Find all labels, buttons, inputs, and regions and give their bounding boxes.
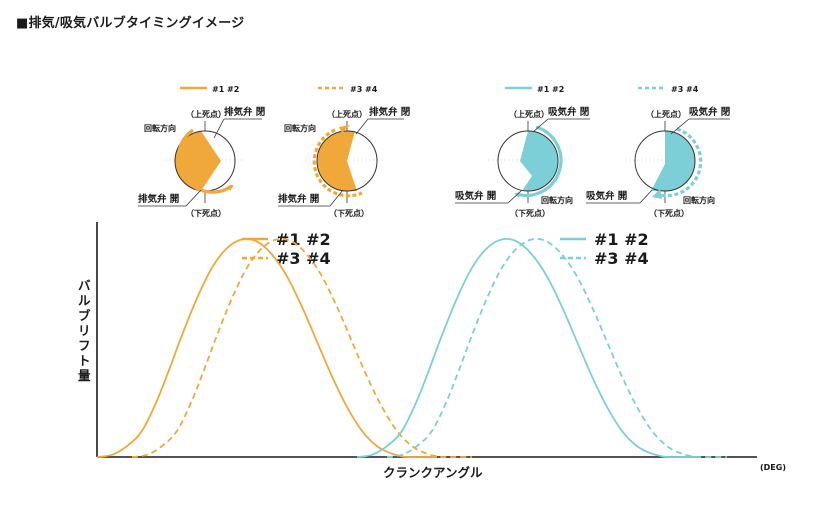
x-axis-label: クランクアングル <box>383 465 483 480</box>
chart-legend-label: #3 #4 <box>276 249 331 268</box>
leader-line <box>532 118 549 133</box>
valve-diagram-exhaust-34: #3 #4 （上死点） 排気弁 閉 回転方向 排気弁 開 （下死点） <box>278 85 410 218</box>
x-axis-unit: (DEG) <box>760 463 786 472</box>
lift-curves <box>96 238 727 459</box>
intake-open-label: 吸気弁 開 <box>586 190 627 202</box>
exhaust-close-label: 排気弁 閉 <box>369 106 410 118</box>
bdc-label: （下死点） <box>329 208 369 218</box>
exhaust-close-label: 排気弁 閉 <box>224 106 265 118</box>
y-axis-label: バルブリフト量 <box>78 278 91 383</box>
tdc-label: （上死点） <box>509 109 549 119</box>
rotation-arrow <box>655 127 703 198</box>
intake-sector <box>520 131 558 191</box>
legend-label: #1 #2 <box>537 85 564 94</box>
bdc-label: （下死点） <box>649 208 689 218</box>
leader-line <box>507 189 523 204</box>
rotation-arrowhead <box>339 125 350 133</box>
legend-label: #3 #4 <box>671 85 699 94</box>
chart-legend-label: #1 #2 <box>594 230 649 249</box>
lift-curve-exhaust-34 <box>131 238 472 459</box>
lift-curve-intake-12 <box>356 238 697 459</box>
exhaust-open-label: 排気弁 開 <box>138 193 179 205</box>
tdc-label: （上死点） <box>327 109 367 119</box>
tdc-label: （上死点） <box>646 109 686 119</box>
bdc-label: （下死点） <box>186 208 226 218</box>
lift-curve-exhaust-12 <box>96 238 437 459</box>
intake-open-label: 吸気弁 開 <box>455 190 496 202</box>
rotation-arrowhead <box>652 189 662 199</box>
rotation-arrow <box>176 128 234 194</box>
tdc-label: （上死点） <box>186 109 226 119</box>
rotation-label: 回転方向 <box>683 195 715 205</box>
leader-line <box>670 118 690 135</box>
bdc-label: （下死点） <box>510 208 550 218</box>
exhaust-open-label: 排気弁 開 <box>278 193 319 205</box>
legend-label: #1 #2 <box>212 85 239 94</box>
valve-diagram-intake-12: #1 #2 （上死点） 吸気弁 閉 吸気弁 開 回転方向 （下死点） <box>455 85 590 218</box>
intake-close-label: 吸気弁 閉 <box>689 106 730 118</box>
leader-line <box>185 189 202 207</box>
exhaust-sector <box>317 131 357 191</box>
page-title: ■排気/吸気バルブタイミングイメージ <box>16 16 245 31</box>
rotation-arrow <box>514 125 563 199</box>
rotation-label: 回転方向 <box>144 123 176 133</box>
intake-sector <box>651 131 695 191</box>
leader-line <box>213 118 225 139</box>
intake-close-label: 吸気弁 閉 <box>548 106 589 118</box>
rotation-label: 回転方向 <box>284 123 316 133</box>
exhaust-sector <box>175 131 221 191</box>
valve-diagram-exhaust-12: #1 #2 （上死点） 排気弁 閉 回転方向 排気弁 開 （下死点） <box>138 85 265 218</box>
valve-diagram-intake-34: #3 #4 （上死点） 吸気弁 閉 吸気弁 開 回転方向 （下死点） <box>586 85 730 218</box>
chart-legend-label: #1 #2 <box>276 230 331 249</box>
legend-label: #3 #4 <box>350 85 378 94</box>
rotation-label: 回転方向 <box>541 195 573 205</box>
valve-lift-chart: バルブリフト量 クランクアングル (DEG) #1 #2 #3 #4 #1 #2… <box>78 222 786 480</box>
leader-line <box>355 118 369 135</box>
lift-curve-intake-34 <box>386 238 727 459</box>
rotation-arrow <box>312 128 363 198</box>
leader-line <box>329 189 344 207</box>
leader-line <box>639 189 653 204</box>
chart-legend-label: #3 #4 <box>594 249 649 268</box>
